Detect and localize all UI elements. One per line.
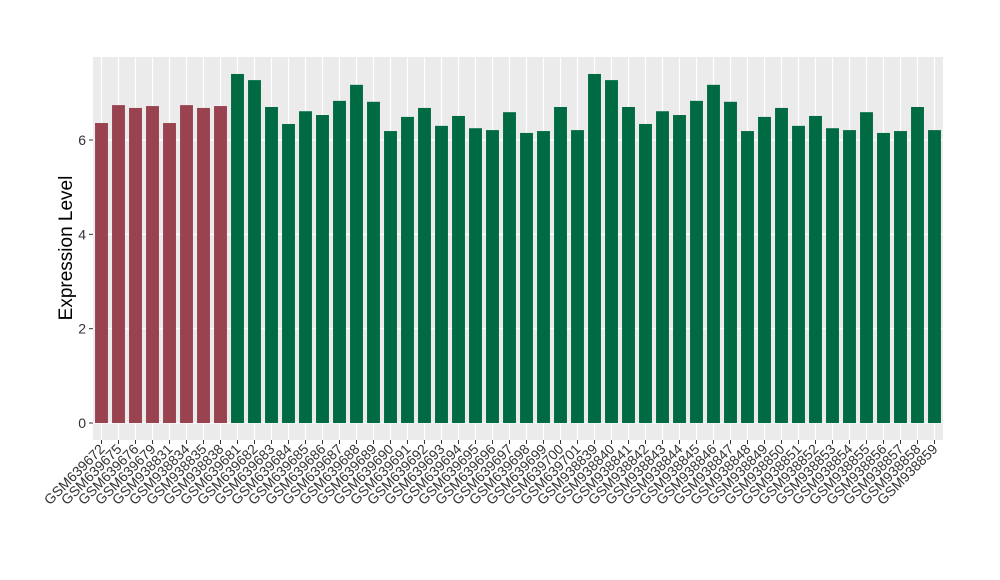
bar xyxy=(622,106,635,424)
bar xyxy=(877,132,890,424)
y-axis-title: Expression Level xyxy=(56,176,77,321)
bar xyxy=(163,123,176,424)
bar xyxy=(520,132,533,424)
bar xyxy=(690,100,703,424)
bar xyxy=(826,128,839,424)
bar xyxy=(367,101,380,424)
bar xyxy=(588,73,601,424)
bar xyxy=(231,73,244,424)
bar xyxy=(656,111,669,424)
bar xyxy=(418,107,431,424)
bar xyxy=(299,111,312,424)
bar xyxy=(741,131,754,424)
bar xyxy=(197,107,210,424)
bar xyxy=(894,131,907,424)
bar xyxy=(928,130,941,424)
bar xyxy=(384,131,397,424)
bar xyxy=(758,116,771,424)
bar xyxy=(350,84,363,424)
bar xyxy=(673,115,686,424)
y-tick-label: 4 xyxy=(78,226,86,242)
bar xyxy=(605,80,618,424)
bar xyxy=(792,125,805,424)
bar xyxy=(214,106,227,424)
bar xyxy=(486,130,499,424)
bar xyxy=(724,101,737,424)
bar xyxy=(707,84,720,424)
bar xyxy=(809,115,822,424)
bar xyxy=(435,125,448,424)
bar xyxy=(554,106,567,424)
bar xyxy=(503,112,516,424)
bar xyxy=(265,106,278,424)
bar xyxy=(112,105,125,424)
bar xyxy=(469,128,482,424)
bar xyxy=(775,107,788,424)
bar xyxy=(537,131,550,424)
bar xyxy=(316,115,329,424)
bar xyxy=(843,130,856,424)
bar xyxy=(282,123,295,424)
y-tick-label: 0 xyxy=(78,415,86,431)
bar xyxy=(95,123,108,424)
bar xyxy=(129,107,142,424)
bar xyxy=(333,100,346,424)
bar xyxy=(146,106,159,424)
bar xyxy=(452,115,465,424)
bar xyxy=(401,116,414,424)
bar xyxy=(571,130,584,424)
bar xyxy=(639,123,652,424)
bar xyxy=(248,80,261,424)
y-tick-label: 6 xyxy=(78,132,86,148)
bar xyxy=(860,112,873,424)
bar xyxy=(180,105,193,424)
bar xyxy=(911,106,924,424)
y-tick-label: 2 xyxy=(78,321,86,337)
